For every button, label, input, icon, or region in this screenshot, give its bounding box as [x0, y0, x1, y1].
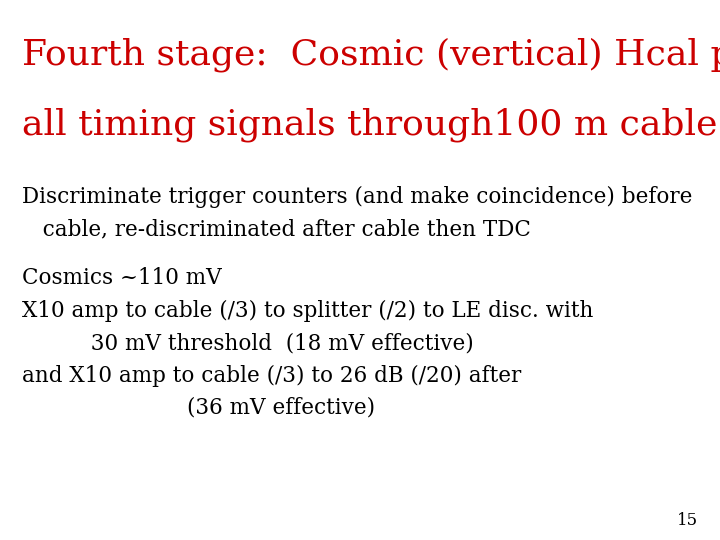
Text: (36 mV effective): (36 mV effective) — [22, 397, 374, 419]
Text: and X10 amp to cable (/3) to 26 dB (/20) after: and X10 amp to cable (/3) to 26 dB (/20)… — [22, 364, 521, 387]
Text: 15: 15 — [678, 512, 698, 529]
Text: cable, re-discriminated after cable then TDC: cable, re-discriminated after cable then… — [22, 219, 531, 241]
Text: Cosmics ~110 mV: Cosmics ~110 mV — [22, 267, 221, 289]
Text: 30 mV threshold  (18 mV effective): 30 mV threshold (18 mV effective) — [22, 332, 473, 354]
Text: all timing signals through100 m cable: all timing signals through100 m cable — [22, 108, 717, 143]
Text: X10 amp to cable (/3) to splitter (/2) to LE disc. with: X10 amp to cable (/3) to splitter (/2) t… — [22, 300, 593, 322]
Text: Fourth stage:  Cosmic (vertical) Hcal pulses: Fourth stage: Cosmic (vertical) Hcal pul… — [22, 38, 720, 72]
Text: Discriminate trigger counters (and make coincidence) before: Discriminate trigger counters (and make … — [22, 186, 692, 208]
